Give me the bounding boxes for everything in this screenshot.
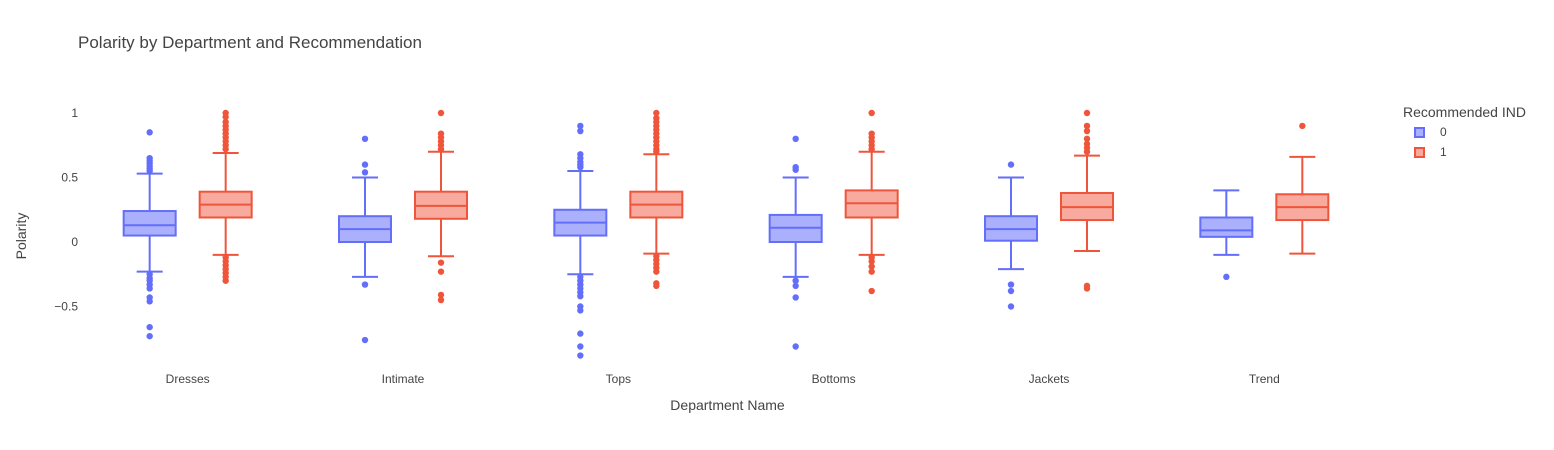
- y-tick-label: 0: [71, 235, 78, 249]
- x-tick-label: Tops: [606, 372, 631, 386]
- box-iqr: [1199, 216, 1254, 238]
- y-axis-title: Polarity: [13, 212, 29, 260]
- outlier-point: [437, 259, 445, 266]
- outlier-point: [577, 163, 584, 171]
- x-axis-title: Department Name: [670, 397, 785, 413]
- outlier-point: [222, 145, 229, 153]
- y-tick-label: 1: [71, 106, 78, 120]
- outlier-point: [792, 294, 799, 301]
- outlier-point: [577, 122, 584, 130]
- outlier-point: [868, 145, 875, 153]
- outlier-point: [577, 330, 584, 337]
- box-series-1-bottoms[interactable]: [844, 109, 899, 295]
- outlier-point: [1299, 122, 1306, 130]
- outlier-point: [1007, 303, 1015, 310]
- x-tick-label: Trend: [1249, 372, 1280, 386]
- outlier-point: [1223, 273, 1230, 281]
- outlier-point: [146, 323, 153, 331]
- box-series-1-dresses[interactable]: [198, 109, 253, 284]
- outlier-point: [1007, 161, 1015, 168]
- outlier-point: [868, 258, 875, 265]
- box-iqr: [122, 210, 177, 237]
- box-series-0-jackets[interactable]: [984, 161, 1038, 310]
- outlier-point: [437, 296, 445, 304]
- outlier-point: [437, 109, 445, 117]
- outlier-point: [577, 307, 584, 314]
- outlier-point: [1083, 285, 1091, 292]
- box-series-1-tops[interactable]: [629, 109, 684, 290]
- outlier-point: [577, 343, 584, 350]
- box-series-1-jackets[interactable]: [1060, 109, 1114, 292]
- box-series-0-dresses[interactable]: [122, 129, 177, 340]
- legend-swatch-1: [1414, 146, 1425, 158]
- outlier-point: [437, 291, 445, 299]
- outlier-point: [146, 285, 153, 292]
- outlier-point: [792, 166, 799, 173]
- outlier-point: [792, 277, 799, 284]
- legend-label-0: 0: [1440, 125, 1447, 139]
- outlier-point: [868, 268, 875, 275]
- outlier-point: [361, 169, 369, 176]
- outlier-point: [437, 268, 445, 275]
- box-series-1-intimate[interactable]: [414, 109, 468, 304]
- outlier-point: [361, 161, 369, 168]
- outlier-point: [1083, 122, 1091, 130]
- y-tick-label: −0.5: [54, 300, 78, 314]
- box-series-1-trend[interactable]: [1275, 122, 1330, 255]
- plot-area: [122, 109, 1330, 359]
- legend-label-1: 1: [1440, 145, 1447, 159]
- outlier-point: [868, 263, 875, 270]
- outlier-point: [146, 332, 153, 340]
- outlier-point: [1083, 109, 1091, 117]
- outlier-point: [361, 336, 369, 344]
- outlier-point: [792, 135, 799, 142]
- outlier-point: [1007, 281, 1015, 288]
- x-tick-label: Jackets: [1029, 372, 1070, 386]
- outlier-point: [146, 298, 153, 305]
- chart-title: Polarity by Department and Recommendatio…: [78, 33, 422, 52]
- outlier-point: [577, 127, 584, 135]
- outlier-point: [577, 292, 584, 300]
- outlier-point: [653, 282, 660, 290]
- y-axis-ticks: 1 0.5 0 −0.5: [54, 106, 78, 314]
- y-tick-label: 0.5: [61, 171, 78, 185]
- outlier-point: [1083, 127, 1091, 135]
- outlier-point: [1007, 287, 1015, 295]
- legend: Recommended IND 0 1: [1403, 104, 1526, 160]
- outlier-point: [146, 129, 153, 136]
- outlier-point: [146, 167, 153, 175]
- legend-item-1[interactable]: 1: [1403, 144, 1526, 160]
- outlier-point: [653, 109, 660, 117]
- outlier-point: [1083, 148, 1091, 155]
- box-series-0-trend[interactable]: [1199, 189, 1254, 281]
- outlier-point: [222, 277, 229, 284]
- outlier-point: [222, 113, 229, 121]
- outlier-point: [653, 268, 660, 275]
- outlier-point: [792, 343, 799, 350]
- outlier-point: [361, 281, 369, 288]
- outlier-point: [868, 109, 875, 117]
- outlier-point: [653, 148, 660, 155]
- outlier-point: [792, 282, 799, 290]
- outlier-point: [577, 352, 584, 359]
- box-series-0-tops[interactable]: [553, 122, 608, 359]
- legend-swatch-0: [1414, 126, 1425, 138]
- legend-item-0[interactable]: 0: [1403, 124, 1526, 140]
- x-tick-label: Bottoms: [812, 372, 856, 386]
- box-series-0-bottoms[interactable]: [768, 135, 823, 350]
- outlier-point: [437, 145, 445, 153]
- outlier-point: [868, 287, 875, 295]
- box-series-0-intimate[interactable]: [338, 135, 392, 344]
- outlier-point: [361, 135, 369, 142]
- outlier-point: [1083, 135, 1091, 142]
- legend-title: Recommended IND: [1403, 104, 1526, 120]
- x-tick-label: Dresses: [166, 372, 210, 386]
- x-tick-label: Intimate: [382, 372, 425, 386]
- x-axis-ticks: Dresses Intimate Tops Bottoms Jackets Trend: [166, 372, 1280, 386]
